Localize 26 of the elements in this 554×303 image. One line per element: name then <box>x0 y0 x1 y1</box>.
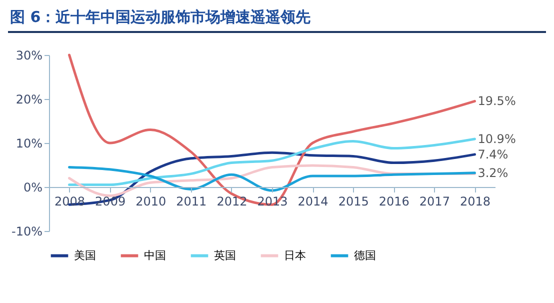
data-label: 19.5% <box>478 94 516 108</box>
legend-label: 日本 <box>284 248 306 262</box>
chart-title: 图 6：近十年中国运动服饰市场增速遥遥领先 <box>8 8 546 33</box>
x-tick-label: 2016 <box>378 194 410 208</box>
legend-label: 中国 <box>144 248 166 262</box>
x-tick-label: 2010 <box>136 194 166 208</box>
line-series <box>68 166 476 192</box>
x-tick-label: 2017 <box>419 194 450 208</box>
legend-label: 英国 <box>214 248 236 262</box>
data-label: 3.2% <box>478 166 508 180</box>
y-tick-label: 0% <box>23 180 42 194</box>
y-tick-label: 30% <box>16 48 42 62</box>
y-tick-label: 10% <box>16 136 42 150</box>
x-tick-label: 2008 <box>54 194 86 208</box>
legend-label: 美国 <box>74 248 96 262</box>
x-tick-label: 2011 <box>176 194 207 208</box>
y-tick-label: 20% <box>16 92 42 106</box>
line-series <box>68 138 476 186</box>
x-tick-label: 2012 <box>216 194 248 208</box>
data-label: 10.9% <box>478 132 516 146</box>
x-tick-label: 2018 <box>460 194 490 208</box>
data-label: 7.4% <box>478 147 508 162</box>
x-tick-label: 2014 <box>298 194 328 208</box>
y-tick-label: -10% <box>11 224 42 238</box>
x-tick-label: 2015 <box>338 194 369 208</box>
legend-label: 德国 <box>354 248 376 262</box>
